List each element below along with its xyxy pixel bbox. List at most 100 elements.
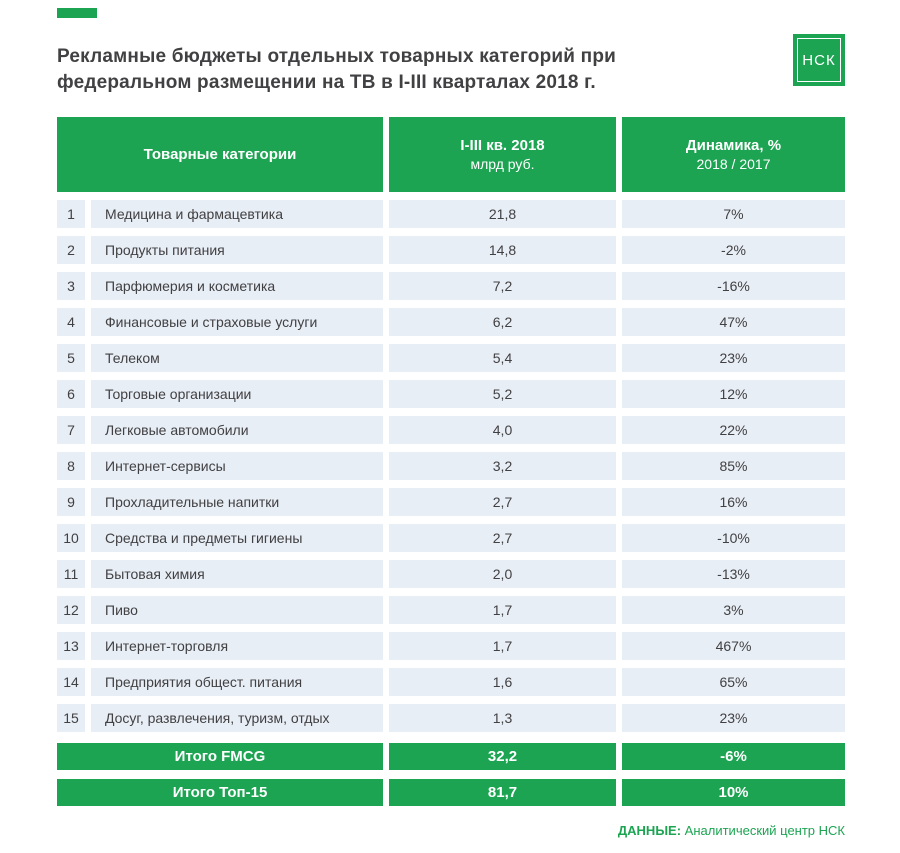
row-value: 4,0 <box>389 416 616 445</box>
row-value: 6,2 <box>389 308 616 337</box>
row-number: 4 <box>57 308 85 337</box>
row-dynamics: 16% <box>622 488 845 517</box>
row-number: 12 <box>57 596 85 625</box>
row-dynamics: 12% <box>622 380 845 409</box>
table-row: 11 Бытовая химия 2,0 -13% <box>57 560 845 589</box>
row-number: 14 <box>57 668 85 697</box>
column-header-value-line2: млрд руб. <box>470 156 535 173</box>
row-category: Продукты питания <box>91 236 383 265</box>
row-number: 6 <box>57 380 85 409</box>
column-header-dynamics-line2: 2018 / 2017 <box>696 156 771 173</box>
page-title-line2: федеральном размещении на ТВ в I-III ква… <box>57 71 596 93</box>
row-value: 2,7 <box>389 524 616 553</box>
row-value: 5,4 <box>389 344 616 373</box>
table-row: 1 Медицина и фармацевтика 21,8 7% <box>57 200 845 229</box>
column-header-dynamics: Динамика, % 2018 / 2017 <box>622 117 845 193</box>
source-note: ДАННЫЕ: Аналитический центр НСК <box>57 823 845 838</box>
row-dynamics: 23% <box>622 344 845 373</box>
row-number: 13 <box>57 632 85 661</box>
table-row: 4 Финансовые и страховые услуги 6,2 47% <box>57 308 845 337</box>
row-dynamics: -16% <box>622 272 845 301</box>
row-dynamics: 47% <box>622 308 845 337</box>
row-category: Досуг, развлечения, туризм, отдых <box>91 704 383 733</box>
row-dynamics: 85% <box>622 452 845 481</box>
page-header: Рекламные бюджеты отдельных товарных кат… <box>57 34 845 95</box>
table-row: 5 Телеком 5,4 23% <box>57 344 845 373</box>
row-value: 5,2 <box>389 380 616 409</box>
row-number: 11 <box>57 560 85 589</box>
row-dynamics: -10% <box>622 524 845 553</box>
row-dynamics: 65% <box>622 668 845 697</box>
table-row: 15 Досуг, развлечения, туризм, отдых 1,3… <box>57 704 845 733</box>
table-row: 12 Пиво 1,7 3% <box>57 596 845 625</box>
total-top15-dynamics: 10% <box>622 779 845 807</box>
row-value: 1,6 <box>389 668 616 697</box>
row-category: Бытовая химия <box>91 560 383 589</box>
row-category: Торговые организации <box>91 380 383 409</box>
row-number: 1 <box>57 200 85 229</box>
row-dynamics: -13% <box>622 560 845 589</box>
row-number: 2 <box>57 236 85 265</box>
nsc-logo: НСК <box>793 34 845 86</box>
row-category: Парфюмерия и косметика <box>91 272 383 301</box>
row-category: Пиво <box>91 596 383 625</box>
row-category: Прохладительные напитки <box>91 488 383 517</box>
row-category: Средства и предметы гигиены <box>91 524 383 553</box>
table-row: 10 Средства и предметы гигиены 2,7 -10% <box>57 524 845 553</box>
row-category: Легковые автомобили <box>91 416 383 445</box>
total-top15-row: Итого Топ-15 81,7 10% <box>57 779 845 807</box>
table-row: 3 Парфюмерия и косметика 7,2 -16% <box>57 272 845 301</box>
row-value: 1,7 <box>389 632 616 661</box>
table-row: 8 Интернет-сервисы 3,2 85% <box>57 452 845 481</box>
row-dynamics: 22% <box>622 416 845 445</box>
accent-bar <box>57 8 97 18</box>
row-dynamics: -2% <box>622 236 845 265</box>
column-header-dynamics-line1: Динамика, % <box>685 137 782 155</box>
total-fmcg-dynamics: -6% <box>622 743 845 771</box>
row-value: 3,2 <box>389 452 616 481</box>
page-title-line1: Рекламные бюджеты отдельных товарных кат… <box>57 46 617 67</box>
row-value: 21,8 <box>389 200 616 229</box>
total-fmcg-row: Итого FMCG 32,2 -6% <box>57 743 845 771</box>
row-dynamics: 23% <box>622 704 845 733</box>
row-category: Телеком <box>91 344 383 373</box>
row-category: Интернет-торговля <box>91 632 383 661</box>
total-top15-value: 81,7 <box>389 779 616 807</box>
nsc-logo-text: НСК <box>802 51 836 69</box>
column-header-categories: Товарные категории <box>57 117 383 193</box>
table-row: 9 Прохладительные напитки 2,7 16% <box>57 488 845 517</box>
row-value: 1,7 <box>389 596 616 625</box>
row-dynamics: 7% <box>622 200 845 229</box>
budget-table: Товарные категории I-III кв. 2018 млрд р… <box>57 117 845 807</box>
row-category: Финансовые и страховые услуги <box>91 308 383 337</box>
row-value: 1,3 <box>389 704 616 733</box>
row-dynamics: 467% <box>622 632 845 661</box>
row-category: Медицина и фармацевтика <box>91 200 383 229</box>
row-value: 14,8 <box>389 236 616 265</box>
row-number: 3 <box>57 272 85 301</box>
nsc-logo-frame: НСК <box>797 38 841 82</box>
table-row: 2 Продукты питания 14,8 -2% <box>57 236 845 265</box>
total-fmcg-value: 32,2 <box>389 743 616 771</box>
row-number: 15 <box>57 704 85 733</box>
row-category: Предприятия общест. питания <box>91 668 383 697</box>
source-text: Аналитический центр НСК <box>684 823 845 839</box>
table-row: 7 Легковые автомобили 4,0 22% <box>57 416 845 445</box>
row-number: 10 <box>57 524 85 553</box>
row-number: 5 <box>57 344 85 373</box>
total-fmcg-label: Итого FMCG <box>57 743 383 771</box>
source-label: ДАННЫЕ: <box>617 823 682 839</box>
total-top15-label: Итого Топ-15 <box>57 779 383 807</box>
table-rows: 1 Медицина и фармацевтика 21,8 7% 2 Прод… <box>57 200 845 733</box>
row-number: 8 <box>57 452 85 481</box>
table-header: Товарные категории I-III кв. 2018 млрд р… <box>57 117 845 193</box>
table-row: 13 Интернет-торговля 1,7 467% <box>57 632 845 661</box>
row-number: 9 <box>57 488 85 517</box>
table-row: 14 Предприятия общест. питания 1,6 65% <box>57 668 845 697</box>
row-value: 7,2 <box>389 272 616 301</box>
row-number: 7 <box>57 416 85 445</box>
row-category: Интернет-сервисы <box>91 452 383 481</box>
column-header-categories-label: Товарные категории <box>143 146 297 164</box>
row-dynamics: 3% <box>622 596 845 625</box>
